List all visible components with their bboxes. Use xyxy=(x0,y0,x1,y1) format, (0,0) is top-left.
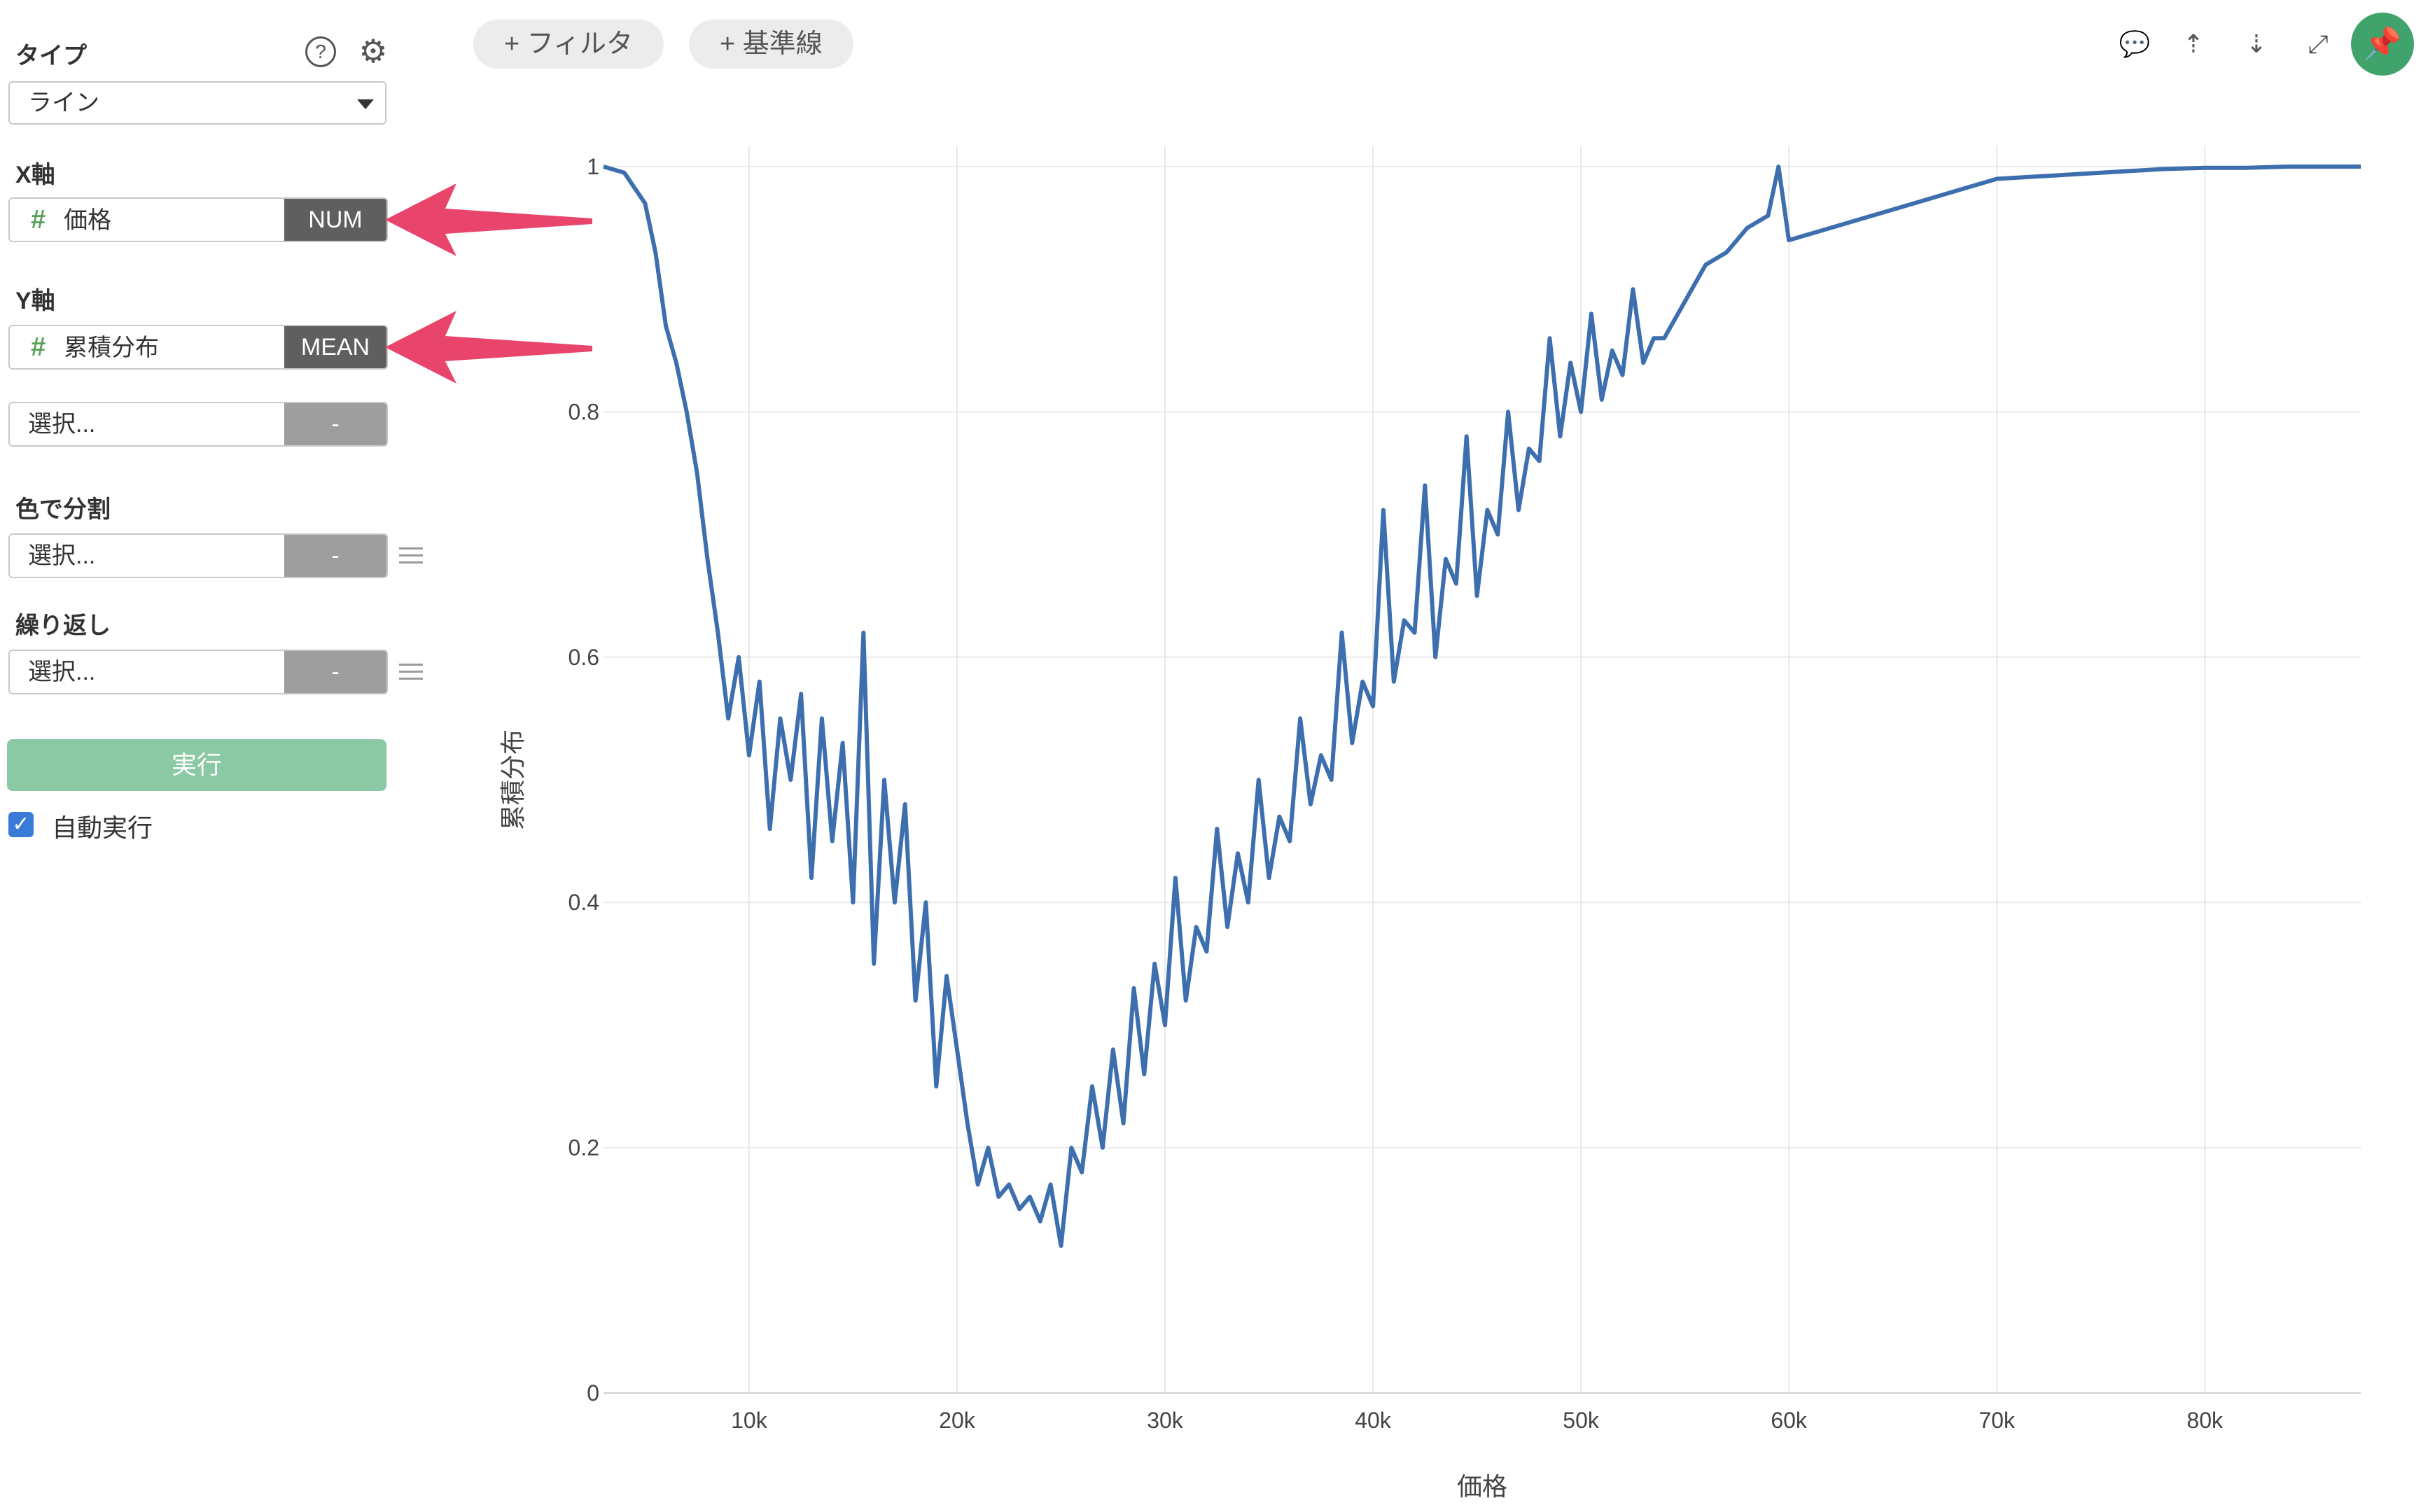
color-split-agg-button[interactable]: - xyxy=(284,535,386,577)
y-axis-label: Y軸 xyxy=(15,288,55,314)
add-reference-line-button[interactable]: + 基準線 xyxy=(689,20,853,69)
menu-icon[interactable] xyxy=(399,547,423,566)
repeat-placeholder: 選択... xyxy=(28,659,96,685)
arrow-annotation-y xyxy=(385,311,592,384)
x-tick-label: 80k xyxy=(2186,1408,2224,1433)
y-tick-label: 1 xyxy=(587,154,599,179)
download-icon[interactable]: ⇣ xyxy=(2245,29,2268,58)
y-axis-extra-agg-button[interactable]: - xyxy=(284,403,386,445)
y-tick-label: 0.4 xyxy=(568,890,599,915)
gear-icon[interactable]: ⚙ xyxy=(358,33,388,69)
comment-icon[interactable]: 💬 xyxy=(2119,29,2151,58)
pin-icon[interactable]: 📌 xyxy=(2351,13,2414,76)
y-axis-field-name: 累積分布 xyxy=(64,335,160,361)
y-axis-field[interactable]: # 累積分布 MEAN xyxy=(8,325,388,370)
expand-icon[interactable]: ⤢ xyxy=(2308,29,2329,58)
y-tick-label: 0.6 xyxy=(568,645,599,670)
arrow-annotation-x xyxy=(385,183,592,256)
x-tick-label: 10k xyxy=(731,1408,768,1433)
type-label: タイプ xyxy=(15,43,87,69)
x-tick-label: 70k xyxy=(1979,1408,2016,1433)
run-button[interactable]: 実行 xyxy=(7,739,386,791)
chart-type-select[interactable]: ライン xyxy=(8,81,386,125)
chevron-down-icon xyxy=(357,99,374,109)
annotation-arrows xyxy=(385,183,592,384)
chart-axes: 0 0.2 0.4 0.6 0.8 1 10k 20k 30k 40k 50k 60k 70k 80k xyxy=(568,154,2361,1433)
x-axis-field-name: 価格 xyxy=(64,207,112,234)
y-axis-extra-field[interactable]: 選択... - xyxy=(8,402,388,447)
x-tick-label: 30k xyxy=(1147,1408,1184,1433)
y-axis-extra-placeholder: 選択... xyxy=(28,411,96,438)
y-tick-label: 0.8 xyxy=(568,399,599,424)
auto-run-label: 自動実行 xyxy=(52,813,153,842)
chart-type-value: ライン xyxy=(28,90,99,116)
add-filter-button[interactable]: + フィルタ xyxy=(473,20,664,69)
upload-icon[interactable]: ⇡ xyxy=(2182,29,2205,58)
color-split-field[interactable]: 選択... - xyxy=(8,533,388,578)
series-line xyxy=(603,164,2361,1248)
auto-run-checkbox[interactable]: ✓ xyxy=(8,812,34,837)
menu-icon[interactable] xyxy=(399,664,423,682)
x-tick-label: 20k xyxy=(939,1408,976,1433)
help-icon[interactable]: ? xyxy=(305,36,336,67)
number-type-icon: # xyxy=(31,205,46,234)
color-split-label: 色で分割 xyxy=(15,496,111,523)
y-tick-label: 0 xyxy=(587,1380,599,1406)
repeat-agg-button[interactable]: - xyxy=(284,651,386,693)
repeat-field[interactable]: 選択... - xyxy=(8,650,388,694)
x-axis-title: 価格 xyxy=(1457,1472,1507,1501)
y-tick-label: 0.2 xyxy=(568,1135,599,1161)
y-axis-agg-button[interactable]: MEAN xyxy=(284,326,386,368)
number-type-icon: # xyxy=(31,332,46,362)
x-tick-label: 60k xyxy=(1771,1408,1808,1433)
x-tick-label: 40k xyxy=(1355,1408,1392,1433)
x-axis-agg-button[interactable]: NUM xyxy=(284,199,386,241)
x-axis-label: X軸 xyxy=(15,162,55,188)
x-axis-field[interactable]: # 価格 NUM xyxy=(8,197,388,242)
repeat-label: 繰り返し xyxy=(15,612,111,639)
color-split-placeholder: 選択... xyxy=(28,542,96,569)
x-tick-label: 50k xyxy=(1563,1408,1600,1433)
y-axis-title: 累積分布 xyxy=(498,729,527,830)
